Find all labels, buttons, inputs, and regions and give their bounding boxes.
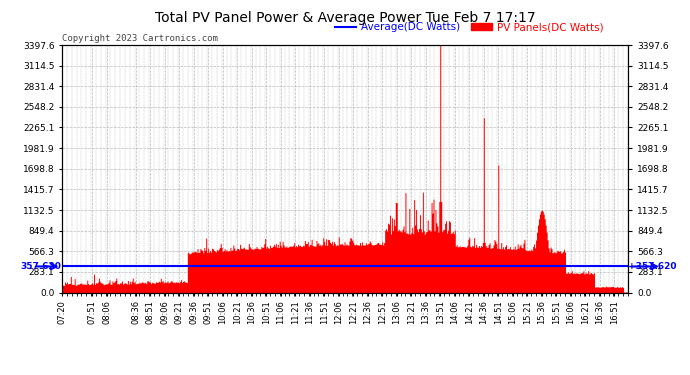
- Text: 357.620: 357.620: [21, 262, 61, 271]
- Text: +357.620: +357.620: [629, 262, 677, 271]
- Text: Total PV Panel Power & Average Power Tue Feb 7 17:17: Total PV Panel Power & Average Power Tue…: [155, 11, 535, 25]
- Text: Copyright 2023 Cartronics.com: Copyright 2023 Cartronics.com: [62, 34, 218, 43]
- Legend: Average(DC Watts), PV Panels(DC Watts): Average(DC Watts), PV Panels(DC Watts): [331, 18, 608, 36]
